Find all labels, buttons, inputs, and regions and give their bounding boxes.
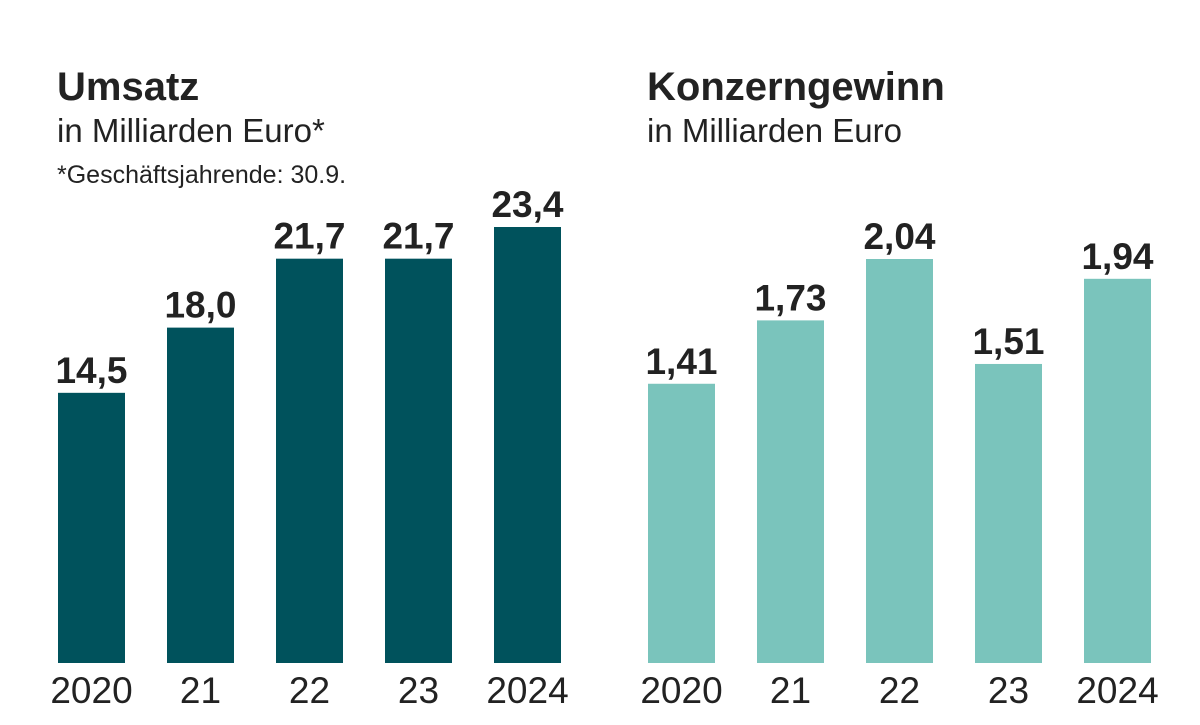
bar-2024 (1084, 278, 1151, 663)
x-tick-label: 21 (180, 670, 221, 711)
data-label: 18,0 (164, 285, 236, 326)
x-tick-label: 23 (398, 670, 439, 711)
bar-2020 (648, 383, 715, 663)
data-label: 1,73 (754, 277, 826, 318)
bar-2020 (58, 392, 125, 663)
bar-2024 (494, 227, 561, 663)
x-tick-label: 21 (770, 670, 811, 711)
chart-title: Konzerngewinn (647, 65, 945, 109)
x-tick-label: 23 (988, 670, 1029, 711)
x-tick-label: 2020 (50, 670, 132, 711)
bar-22 (276, 258, 343, 663)
chart-subtitle: in Milliarden Euro (647, 112, 902, 149)
data-label: 21,7 (382, 216, 454, 257)
data-label: 21,7 (273, 216, 345, 257)
chart-note: *Geschäftsjahrende: 30.9. (57, 161, 346, 189)
x-tick-label: 2024 (1076, 670, 1158, 711)
bar-23 (975, 363, 1042, 663)
umsatz-chart: Umsatz in Milliarden Euro* *Geschäftsjah… (50, 65, 568, 711)
bar-23 (385, 258, 452, 663)
bar-21 (757, 320, 824, 663)
data-label: 23,4 (491, 184, 563, 225)
data-label: 1,94 (1081, 236, 1153, 277)
x-tick-label: 22 (879, 670, 920, 711)
x-tick-label: 2024 (486, 670, 568, 711)
konzerngewinn-chart: Konzerngewinn in Milliarden Euro 1,41 202… (640, 65, 1158, 711)
x-tick-label: 22 (289, 670, 330, 711)
bar-22 (866, 259, 933, 663)
data-label: 2,04 (863, 216, 935, 257)
chart-title: Umsatz (57, 65, 199, 109)
data-label: 1,41 (645, 341, 717, 382)
x-tick-label: 2020 (640, 670, 722, 711)
data-label: 1,51 (972, 321, 1044, 362)
data-label: 14,5 (55, 350, 127, 391)
bar-21 (167, 327, 234, 663)
chart-subtitle: in Milliarden Euro* (57, 112, 325, 149)
